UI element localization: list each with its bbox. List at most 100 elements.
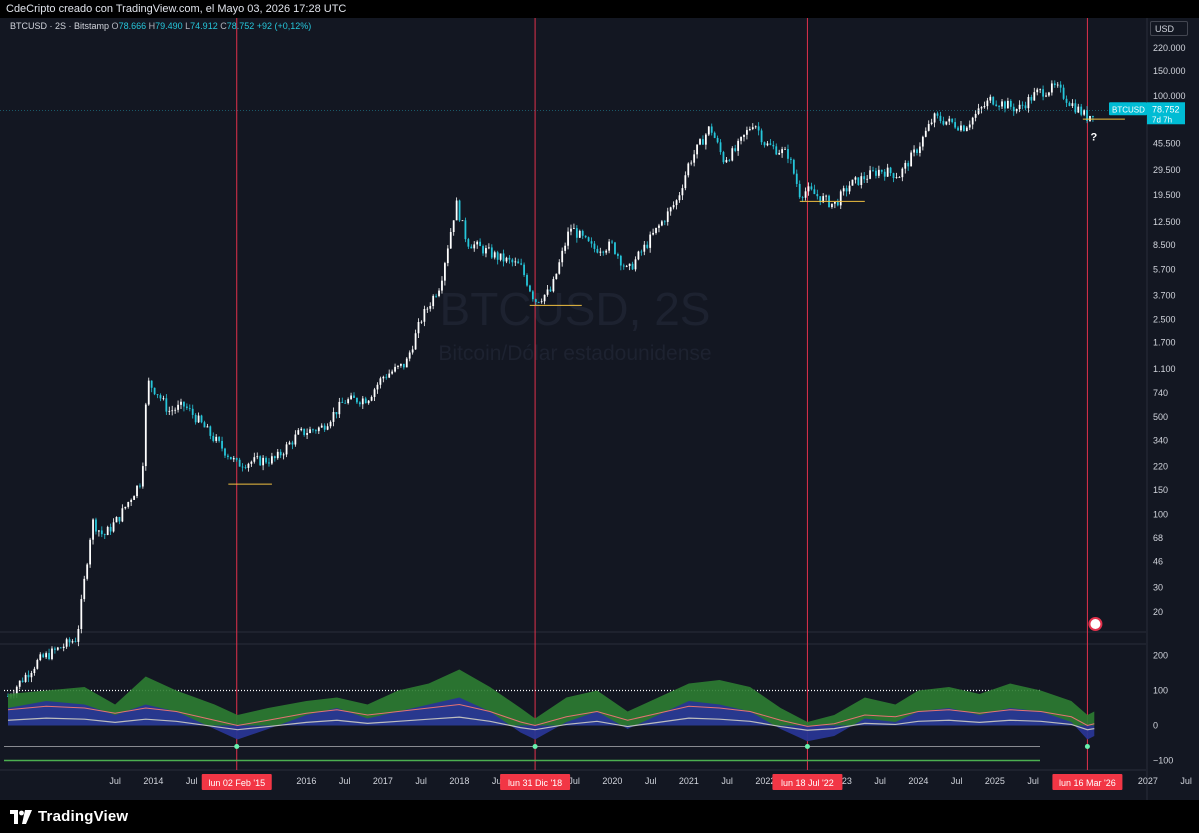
candle-body: [1071, 103, 1074, 106]
candle-body: [493, 252, 496, 258]
price-axis-label: 500: [1153, 412, 1168, 422]
osc-axis-label: 200: [1153, 651, 1168, 661]
candle-body: [268, 462, 270, 464]
candle-body: [39, 654, 42, 661]
candle-body: [367, 400, 370, 404]
candle-body: [514, 261, 517, 263]
candle-body: [18, 680, 21, 687]
candle-body: [136, 485, 138, 497]
candle-body: [147, 380, 150, 405]
price-tag-bg: [1147, 102, 1185, 125]
price-axis-label: 100.000: [1153, 91, 1186, 101]
candle-body: [1065, 98, 1068, 103]
candle-body: [916, 149, 918, 153]
candle-body: [763, 142, 766, 146]
candle-body: [573, 228, 575, 229]
candle-body: [699, 139, 701, 145]
candle-body: [297, 430, 300, 435]
candle-body: [215, 436, 218, 441]
osc-signal-line: [7, 703, 1095, 727]
currency-selector[interactable]: USD: [1150, 21, 1188, 36]
time-axis-label: Jul: [1180, 776, 1192, 786]
candle-body: [564, 245, 567, 251]
candle-body: [517, 261, 520, 264]
candle-body: [83, 578, 86, 600]
time-axis-label: 2025: [985, 776, 1005, 786]
candle-body: [417, 322, 420, 334]
candle-body: [534, 299, 537, 303]
candle-body: [831, 203, 833, 208]
candle-body: [631, 263, 634, 270]
candle-body: [798, 183, 801, 198]
candle-body: [344, 402, 347, 404]
candle-body: [848, 185, 851, 192]
candle-body: [546, 289, 549, 295]
candle-body: [212, 435, 215, 441]
candle-body: [863, 176, 866, 180]
time-axis-label: 2021: [679, 776, 699, 786]
candle-body: [262, 457, 265, 466]
candle-body: [103, 534, 106, 536]
candle-body: [696, 144, 698, 155]
candle-body: [508, 257, 511, 260]
candle-body: [625, 265, 628, 267]
candle-body: [968, 124, 971, 128]
candle-body: [898, 177, 901, 178]
candle-body: [810, 186, 813, 190]
candle-body: [347, 399, 350, 404]
candle-body: [839, 191, 842, 206]
candle-body: [388, 373, 391, 378]
candle-body: [543, 294, 546, 302]
candle-body: [737, 140, 740, 151]
candle-body: [581, 230, 584, 236]
date-marker-label: lun 16 Mar '26: [1059, 778, 1116, 788]
candle-body: [725, 159, 728, 163]
candle-body: [907, 162, 910, 167]
candle-body: [1001, 101, 1003, 107]
candle-body: [1012, 106, 1015, 112]
candle-body: [980, 107, 983, 109]
candle-body: [722, 152, 725, 163]
candle-body: [89, 539, 92, 565]
price-axis-label: 150: [1153, 485, 1168, 495]
candle-body: [118, 517, 121, 522]
candle-body: [505, 257, 508, 262]
candle-body: [1050, 83, 1053, 93]
candle-body: [473, 244, 476, 249]
chart-frame: [0, 18, 1199, 800]
candle-body: [397, 365, 399, 367]
candle-body: [320, 425, 323, 428]
time-axis-label: 2017: [373, 776, 393, 786]
candle-body: [65, 639, 68, 647]
candle-body: [933, 113, 936, 123]
time-axis-label: Jul: [415, 776, 427, 786]
question-mark: ?: [1090, 131, 1097, 143]
chart-canvas[interactable]: BTCUSD, 2S Bitcoin/Dólar estadounidense 20…: [0, 0, 1199, 800]
candle-body: [405, 358, 408, 368]
candle-body: [989, 96, 992, 101]
candle-body: [681, 188, 684, 196]
candle-body: [379, 378, 382, 385]
candle-body: [317, 427, 320, 432]
candle-body: [370, 396, 373, 401]
candle-body: [719, 142, 722, 153]
osc-base-line: [7, 716, 1095, 731]
candle-body: [373, 389, 376, 397]
legend-symbol[interactable]: BTCUSD · 2S · Bitstamp: [10, 21, 110, 31]
candle-body: [45, 653, 48, 658]
candle-body: [954, 122, 957, 128]
candle-body: [602, 251, 605, 253]
candle-body: [511, 259, 514, 263]
candle-body: [385, 376, 388, 378]
candle-body: [232, 458, 235, 460]
candle-body: [951, 118, 954, 123]
candle-body: [983, 106, 986, 108]
candle-body: [358, 402, 361, 405]
candle-body: [1021, 104, 1024, 106]
time-axis-label: 2027: [1138, 776, 1158, 786]
candle-body: [452, 220, 455, 233]
price-axis-label: 220: [1153, 462, 1168, 472]
price-axis-label: 5.700: [1153, 264, 1176, 274]
candle-body: [502, 253, 505, 262]
candle-body: [1077, 106, 1080, 113]
